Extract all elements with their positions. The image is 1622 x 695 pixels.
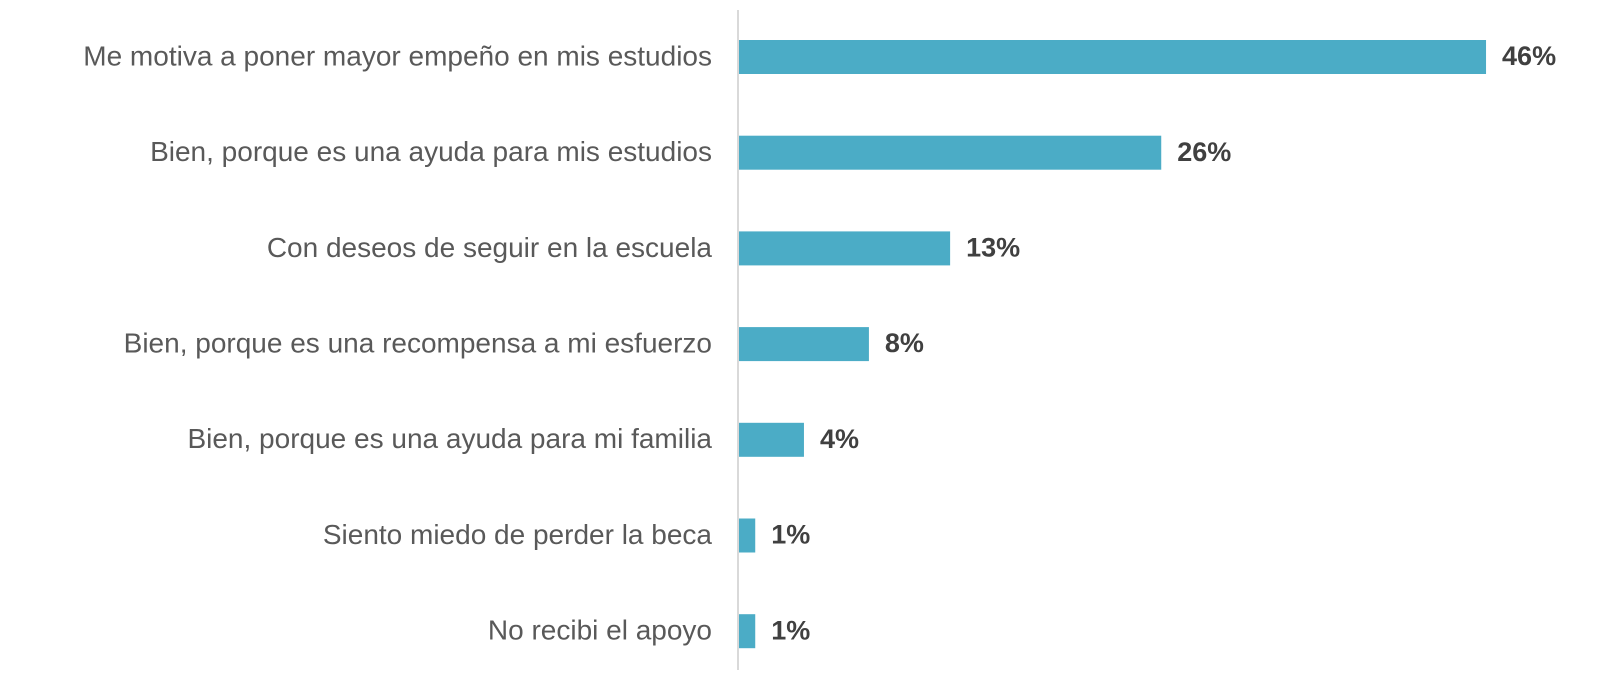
bar (739, 614, 756, 649)
value-label: 1% (771, 520, 810, 550)
category-label: Siento miedo de perder la beca (323, 519, 713, 550)
bar (739, 40, 1487, 74)
bar (739, 327, 869, 362)
bar (739, 231, 951, 266)
value-label: 8% (885, 328, 924, 358)
category-label: No recibi el apoyo (488, 615, 712, 646)
value-label: 1% (771, 615, 810, 645)
bar (739, 135, 1162, 170)
bar (739, 518, 756, 553)
category-label: Me motiva a poner mayor empeño en mis es… (83, 40, 712, 71)
value-label: 4% (820, 424, 859, 454)
value-label: 13% (966, 233, 1020, 263)
category-label: Bien, porque es una ayuda para mi famili… (187, 423, 712, 454)
category-label: Bien, porque es una ayuda para mis estud… (150, 136, 712, 167)
value-label: 26% (1177, 137, 1231, 167)
bar (739, 422, 804, 457)
value-label: 46% (1502, 41, 1556, 71)
category-label: Con deseos de seguir en la escuela (267, 232, 713, 263)
category-label: Bien, porque es una recompensa a mi esfu… (124, 327, 712, 358)
